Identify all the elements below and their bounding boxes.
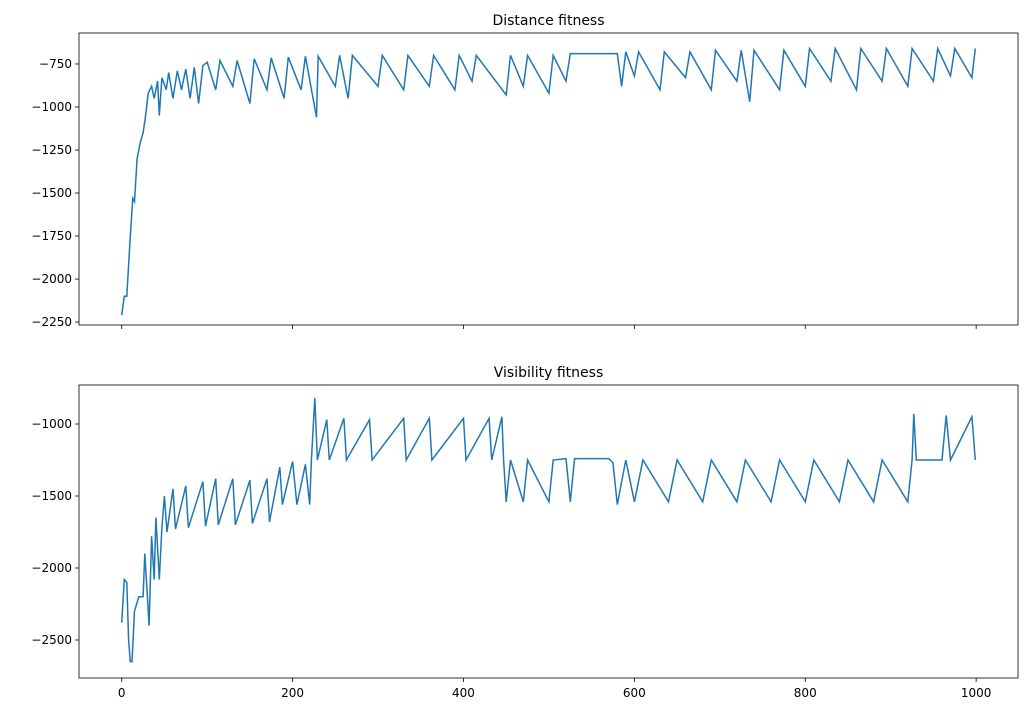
y-tick-label: −2250 [31,315,72,329]
x-tick-label: 400 [452,686,475,700]
chart-title: Visibility fitness [494,365,604,381]
y-tick-label: −2500 [31,633,72,647]
x-tick-label: 200 [281,686,304,700]
y-tick-label: −2000 [31,272,72,286]
chart-title: Distance fitness [492,13,604,29]
y-tick-label: −2000 [31,561,72,575]
y-tick-label: −1000 [31,100,72,114]
x-tick-label: 600 [623,686,646,700]
data-line [120,45,977,316]
y-tick-label: −750 [39,57,72,71]
y-tick-label: −1000 [31,417,72,431]
y-tick-label: −1500 [31,186,72,200]
x-tick-label: 0 [118,686,126,700]
y-tick-label: −1750 [31,229,72,243]
axes-frame [78,32,1019,326]
data-line [120,398,977,663]
x-tick-label: 1000 [961,686,992,700]
y-tick-label: −1250 [31,143,72,157]
axes-frame [78,384,1019,679]
x-tick-label: 800 [794,686,817,700]
y-tick-label: −1500 [31,489,72,503]
